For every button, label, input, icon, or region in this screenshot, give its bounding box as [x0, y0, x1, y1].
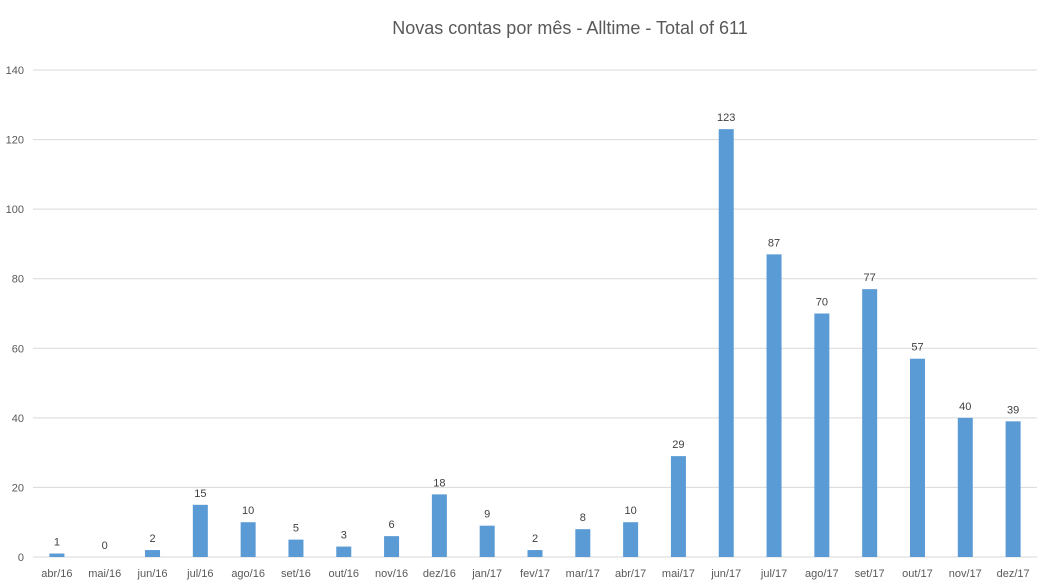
data-label: 2	[149, 533, 155, 545]
x-tick-label: fev/17	[520, 568, 550, 580]
gridlines	[33, 69, 1037, 558]
bar	[49, 553, 65, 557]
bar	[623, 522, 639, 557]
bar	[670, 456, 686, 557]
data-label: 9	[484, 509, 490, 521]
bar	[145, 550, 161, 557]
data-label: 10	[242, 505, 254, 517]
x-tick-label: mar/17	[566, 568, 600, 580]
y-tick-label: 60	[12, 343, 24, 355]
x-tick-label: out/17	[902, 568, 933, 580]
bar	[240, 522, 256, 557]
data-label: 29	[672, 439, 684, 451]
bar	[336, 546, 352, 557]
bar	[192, 504, 208, 557]
data-label: 6	[389, 519, 395, 531]
data-label: 87	[768, 237, 780, 249]
x-tick-label: jun/17	[710, 568, 741, 580]
x-tick-label: jul/16	[186, 568, 213, 580]
x-tick-label: mai/16	[88, 568, 121, 580]
bar	[814, 313, 830, 557]
data-label: 123	[717, 112, 735, 124]
y-tick-label: 140	[6, 65, 24, 77]
x-tick-label: nov/17	[949, 568, 982, 580]
x-tick-label: mai/17	[662, 568, 695, 580]
x-tick-label: dez/17	[997, 568, 1030, 580]
bar	[575, 529, 591, 557]
x-tick-label: jul/17	[760, 568, 787, 580]
x-tick-label: ago/16	[231, 568, 265, 580]
data-label: 15	[194, 488, 206, 500]
data-label: 39	[1007, 404, 1019, 416]
y-tick-label: 120	[6, 135, 24, 147]
data-label: 0	[102, 540, 108, 552]
bar	[527, 550, 543, 557]
data-label: 3	[341, 530, 347, 542]
x-tick-label: abr/17	[615, 568, 646, 580]
bar	[957, 417, 973, 557]
bars	[49, 129, 1021, 557]
bar	[909, 358, 925, 557]
bar	[479, 525, 495, 557]
y-tick-label: 80	[12, 274, 24, 286]
bar	[384, 536, 400, 557]
data-label: 1	[54, 537, 60, 549]
chart-title: Novas contas por mês - Alltime - Total o…	[392, 18, 748, 38]
bar	[718, 129, 734, 557]
bar	[862, 289, 878, 557]
x-axis-ticks: abr/16 mai/16 jun/16 jul/16 ago/16 set/16 out/…	[41, 568, 1029, 580]
y-tick-label: 0	[18, 552, 24, 564]
data-label: 57	[911, 342, 923, 354]
bar	[431, 494, 447, 557]
x-tick-label: set/16	[281, 568, 311, 580]
x-tick-label: out/16	[328, 568, 359, 580]
x-tick-label: jun/16	[137, 568, 168, 580]
bar	[1005, 421, 1021, 557]
bar	[288, 539, 304, 557]
data-label: 2	[532, 533, 538, 545]
x-tick-label: dez/16	[423, 568, 456, 580]
y-tick-label: 20	[12, 482, 24, 494]
data-label: 70	[816, 297, 828, 309]
x-tick-label: abr/16	[41, 568, 72, 580]
y-axis-ticks: 0 20 40 60 80 100 120 140	[6, 65, 24, 564]
data-label: 77	[864, 272, 876, 284]
data-label: 40	[959, 401, 971, 413]
data-label: 5	[293, 523, 299, 535]
x-tick-label: set/17	[855, 568, 885, 580]
x-tick-label: nov/16	[375, 568, 408, 580]
bar	[766, 254, 782, 557]
data-label: 10	[624, 505, 636, 517]
data-label: 18	[433, 477, 445, 489]
data-label: 8	[580, 512, 586, 524]
x-tick-label: ago/17	[805, 568, 839, 580]
y-tick-label: 40	[12, 413, 24, 425]
y-tick-label: 100	[6, 204, 24, 216]
x-tick-label: jan/17	[471, 568, 502, 580]
